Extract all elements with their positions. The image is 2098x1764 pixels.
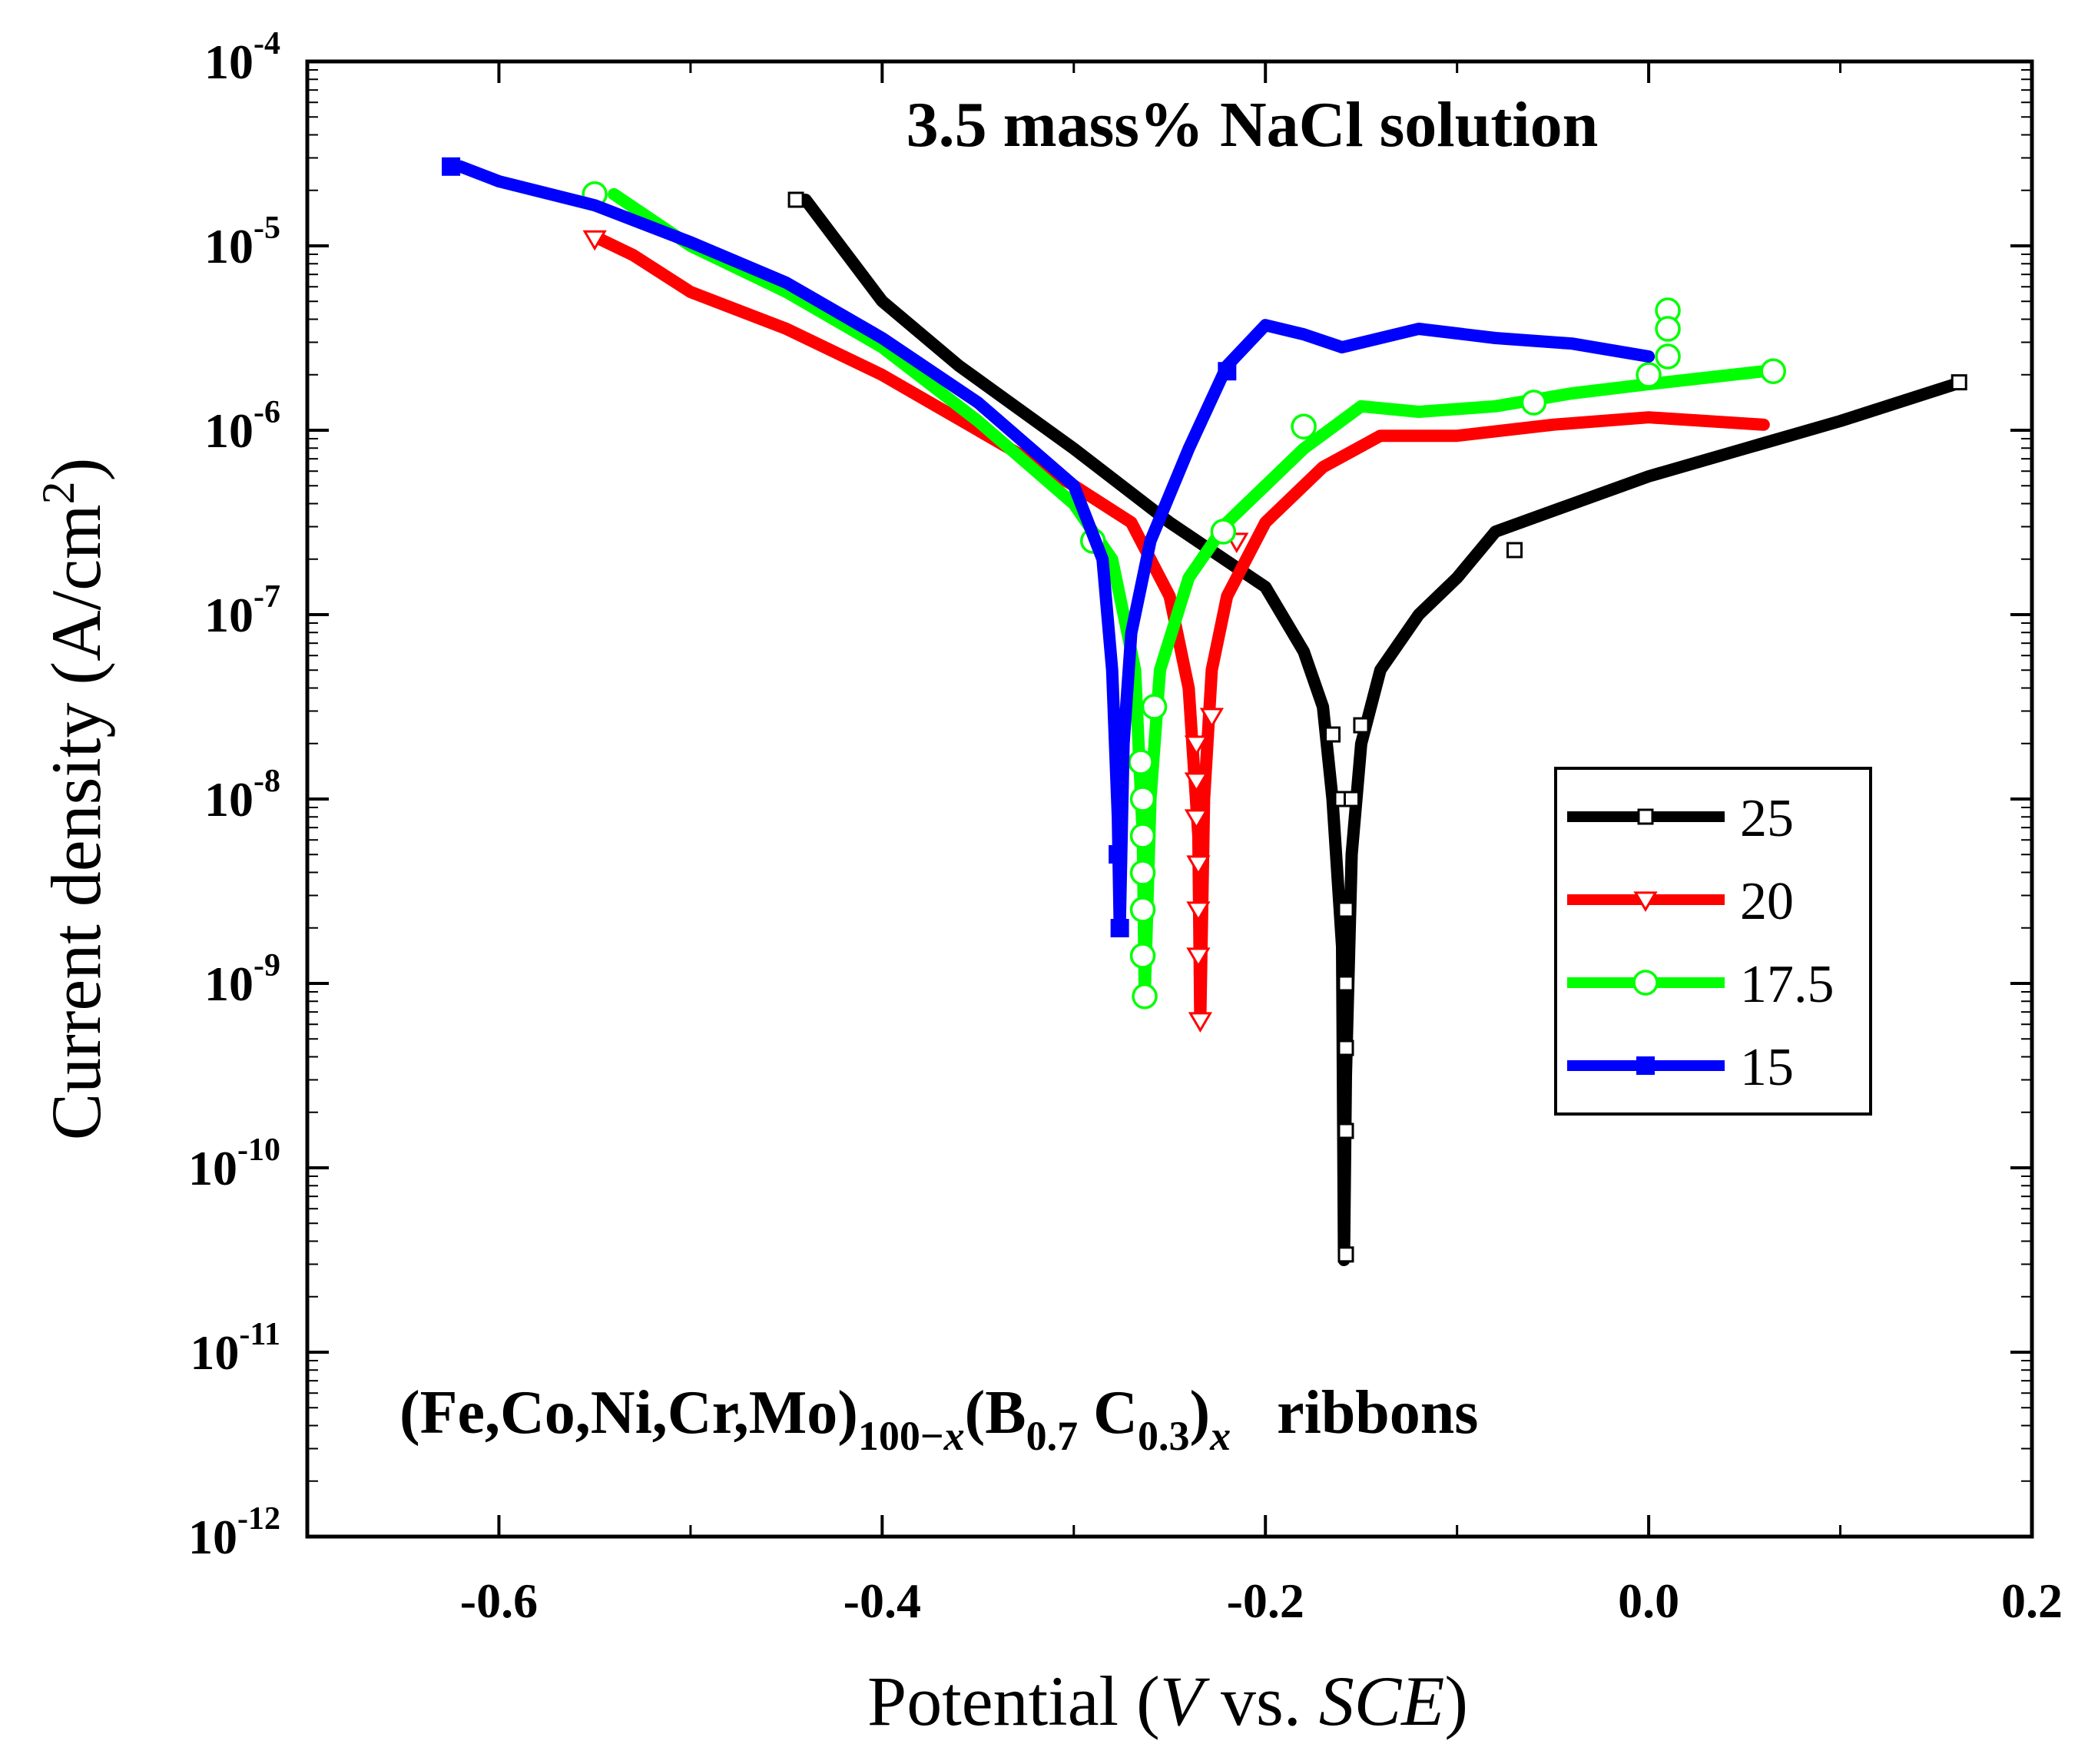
marker-circle [1129,786,1156,812]
marker-square-filled [1218,362,1237,381]
marker-square [1353,717,1370,734]
y-axis-title: Current density (A/cm2) [33,458,115,1140]
marker-square-filled [442,157,461,176]
marker-triangle [1186,901,1211,922]
marker-square [1337,901,1354,918]
x-tick-label: 0.0 [1618,1573,1679,1628]
y-tick-label: 10-8 [204,764,280,827]
marker-square [1337,975,1354,992]
marker-square [787,191,804,208]
y-tick-label: 10-11 [190,1317,280,1380]
marker-triangle [1186,855,1211,876]
marker-circle [1655,343,1681,370]
marker-circle [1291,413,1317,439]
marker-circle [1655,316,1681,342]
marker-triangle [1184,735,1209,756]
marker-triangle [1188,1012,1213,1033]
y-tick-label: 10-10 [188,1132,280,1195]
marker-triangle [1199,708,1225,728]
x-tick-label: -0.6 [460,1573,538,1628]
x-tick-label: 0.2 [2001,1573,2063,1628]
legend-label-17.5: 17.5 [1740,955,1835,1014]
marker-circle [1760,358,1786,384]
x-axis-title: Potential (V vs. SCE) [867,1662,1468,1740]
series-line-25 [799,194,1962,1266]
composition-annotation: (Fe,Co,Ni,Cr,Mo)100−x(B0.7 C0.3)x ribbons [399,1379,1478,1459]
marker-circle [1129,943,1156,969]
marker-square-filled [1109,845,1128,864]
y-tick-label: 10-4 [204,26,280,89]
marker-circle [1636,362,1662,388]
legend-label-15: 15 [1740,1038,1794,1097]
chart-title: 3.5 mass% NaCl solution [906,89,1599,161]
series-line-15 [454,160,1656,934]
legend: 25 20 17.5 15 [1554,767,1872,1116]
marker-triangle [582,230,607,251]
marker-circle [1132,983,1158,1010]
x-axis-ticks: -0.6 -0.4 -0.2 0.0 0.2 [306,61,2063,1628]
marker-circle [1129,823,1156,849]
marker-square-filled [1110,919,1129,937]
x-tick-label: -0.4 [844,1573,921,1628]
marker-triangle [1633,891,1658,912]
marker-circle [1128,749,1154,775]
series-layer [442,157,1967,1266]
marker-square [1343,791,1360,807]
marker-circle [1129,860,1156,886]
marker-square [1637,808,1654,825]
legend-box [1554,767,1872,1116]
marker-triangle [1184,772,1209,793]
marker-circle [1210,519,1237,545]
marker-circle [1129,897,1156,923]
series-line-20 [588,230,1770,1026]
y-tick-label: 10-12 [188,1501,280,1564]
marker-triangle [1184,809,1209,830]
marker-square [1337,1246,1354,1263]
x-tick-label: -0.2 [1227,1573,1304,1628]
y-tick-label: 10-7 [204,579,280,642]
y-axis-ticks: 10-4 10-5 10-6 10-7 10-8 10-9 10-10 10-11 10-12 [188,26,2032,1564]
marker-square-filled [1636,1056,1655,1075]
marker-square [1506,542,1523,559]
marker-square [1951,374,1967,391]
y-tick-label: 10-5 [204,211,280,274]
marker-circle [1520,390,1547,416]
legend-label-25: 25 [1740,789,1794,848]
marker-circle [1141,694,1168,720]
marker-square [1337,1122,1354,1139]
legend-label-20: 20 [1740,872,1794,931]
marker-square [1324,726,1341,743]
marker-circle [1632,970,1659,996]
marker-square [1337,1040,1354,1056]
marker-triangle [1186,947,1211,968]
y-tick-label: 10-9 [204,948,280,1011]
y-tick-label: 10-6 [204,395,280,458]
